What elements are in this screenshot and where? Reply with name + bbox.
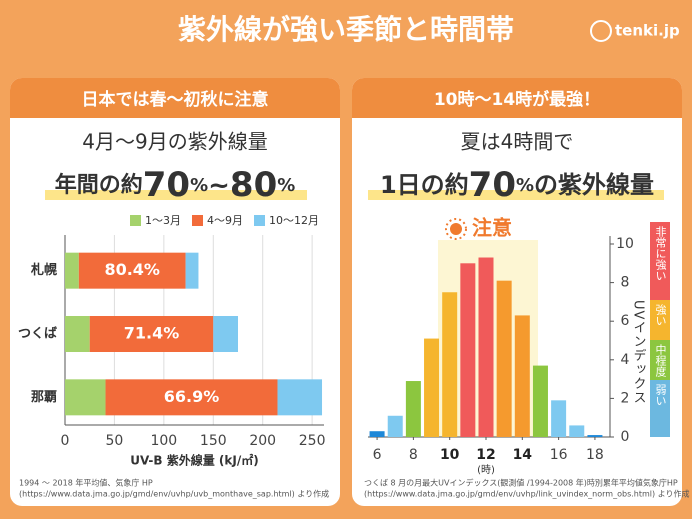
bar-segment — [78, 252, 186, 289]
y-axis-label: UVインデックス — [631, 300, 646, 404]
x-tick-label: 14 — [513, 447, 533, 463]
card-header — [10, 78, 340, 118]
headline-part: % — [190, 175, 208, 196]
y-tick-label: つくば — [18, 327, 57, 342]
card-header — [352, 78, 682, 118]
bar-segment — [65, 379, 106, 416]
data-label: 71.4% — [124, 324, 180, 343]
legend-swatch — [130, 215, 141, 226]
level-band — [650, 222, 670, 300]
bar-segment — [277, 379, 323, 416]
headline-part: 80 — [230, 165, 277, 205]
bar — [387, 415, 403, 437]
x-tick-label: 10 — [440, 447, 460, 463]
bar — [460, 263, 476, 437]
headline-part: % — [277, 175, 295, 196]
y-tick-label: 那覇 — [31, 390, 57, 405]
level-label: 強い — [654, 304, 667, 326]
x-tick-label: 0 — [61, 433, 70, 449]
bar — [496, 280, 512, 437]
panel-title: 日本では春～初秋に注意 — [82, 89, 269, 110]
sun — [450, 223, 462, 235]
y-tick-label: 2 — [621, 390, 630, 406]
bar — [442, 292, 458, 437]
note: 注意 — [472, 216, 512, 240]
source: 1994 ～ 2018 年平均値、気象庁 HP — [19, 478, 153, 488]
y-tick-label: 0 — [621, 429, 630, 445]
headline-part: % — [516, 175, 534, 196]
bar — [478, 257, 494, 437]
x-tick-label: 250 — [299, 433, 326, 449]
bar-segment — [105, 379, 278, 416]
highlight-underline — [45, 190, 307, 200]
panel-title: 10時～14時が最強！ — [434, 89, 600, 110]
source: つくば 8 月の月最大UVインデックス(観測値 /1994-2008 年)時別累… — [364, 478, 678, 488]
bar — [369, 431, 385, 437]
bar — [405, 381, 421, 437]
x-tick-label: 6 — [373, 447, 382, 463]
x-tick-label: 100 — [150, 433, 177, 449]
legend-label: 10～12月 — [269, 214, 319, 227]
sun-icon — [445, 218, 467, 240]
logo-icon — [590, 20, 612, 42]
level-label: 非常に強い — [654, 226, 667, 281]
bar-segment — [185, 252, 199, 289]
x-tick-label: 18 — [586, 447, 604, 463]
highlight-underline — [368, 190, 664, 200]
bar-segment — [213, 316, 238, 352]
x-tick-label: 150 — [200, 433, 227, 449]
level-band — [650, 380, 670, 437]
headline-part: 70 — [143, 165, 190, 205]
x-tick-label: 16 — [550, 447, 568, 463]
x-tick-label: 8 — [409, 447, 418, 463]
page-title: 紫外線が強い季節と時間帯 — [178, 13, 514, 46]
bar — [424, 338, 440, 437]
bar — [587, 435, 603, 437]
headline: 年間の約70%~80% — [55, 165, 296, 205]
x-tick-label: 50 — [106, 433, 124, 449]
y-tick-label: 6 — [621, 313, 630, 329]
bar-segment — [65, 316, 90, 352]
x-tick-label: 12 — [476, 447, 495, 463]
sun-rays — [445, 218, 467, 240]
subtitle: 4月～9月の紫外線量 — [82, 130, 267, 154]
y-tick-label: 札幌 — [30, 262, 57, 278]
bar — [532, 365, 548, 437]
bar — [551, 400, 567, 437]
level-band — [650, 340, 670, 380]
data-label: 66.9% — [164, 387, 220, 406]
bar-segment — [65, 252, 79, 289]
headline-part: 1日の約 — [380, 171, 469, 199]
subtitle: 夏は4時間で — [461, 130, 574, 154]
y-tick-label: 10 — [616, 236, 634, 252]
headline-part: ~ — [208, 171, 230, 201]
bar-segment — [89, 316, 214, 352]
headline: 1日の約70%の紫外線量 — [380, 165, 654, 205]
x-axis-label: (時) — [477, 464, 495, 476]
headline-part: の紫外線量 — [534, 171, 654, 199]
y-tick-label: 8 — [621, 275, 630, 291]
legend-swatch — [254, 215, 265, 226]
logo: tenki.jp — [615, 22, 680, 40]
source: (https://www.data.jma.go.jp/gmd/env/uvhp… — [19, 489, 329, 499]
data-label: 80.4% — [104, 260, 160, 279]
headline-part: 年間の約 — [55, 172, 143, 198]
bar — [514, 315, 530, 437]
level-label: 中程度 — [654, 344, 667, 378]
legend-label: 1～3月 — [145, 214, 181, 227]
bar — [569, 425, 585, 437]
legend-label: 4～9月 — [207, 214, 243, 227]
level-band — [650, 300, 670, 340]
headline-part: 70 — [469, 165, 516, 205]
x-axis-label: UV-B 紫外線量 (kJ/㎡) — [130, 453, 258, 468]
y-tick-label: 4 — [621, 352, 630, 368]
source: (https://www.data.jma.go.jp/gmd/env/uvhp… — [364, 489, 690, 499]
x-tick-label: 200 — [249, 433, 276, 449]
level-label: 弱い — [654, 384, 667, 406]
legend-swatch — [192, 215, 203, 226]
